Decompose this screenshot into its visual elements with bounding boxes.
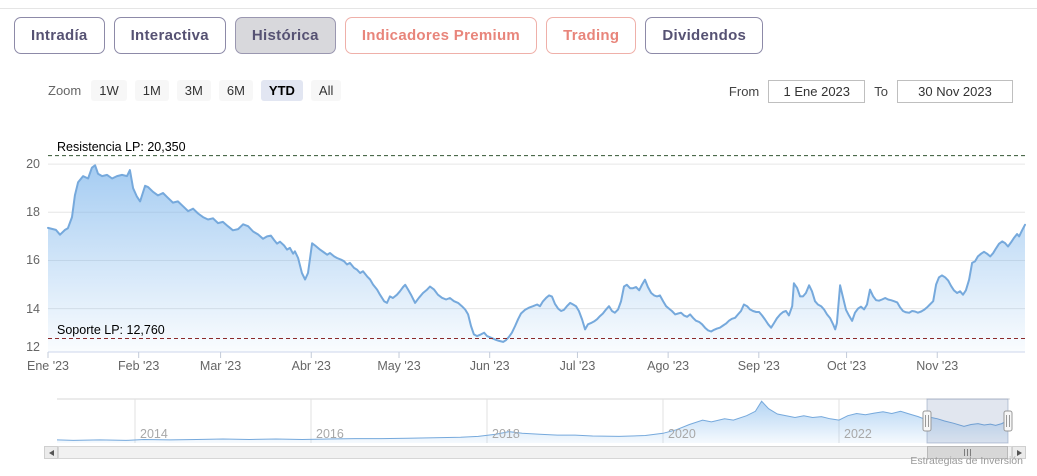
tab-interactiva[interactable]: Interactiva bbox=[113, 17, 226, 54]
from-date-input[interactable] bbox=[768, 80, 866, 103]
navigator-handle-right[interactable] bbox=[1003, 410, 1013, 432]
range-button-6m[interactable]: 6M bbox=[218, 80, 253, 101]
price-line[interactable] bbox=[47, 164, 1026, 343]
from-label: From bbox=[728, 84, 760, 99]
scrollbar-thumb[interactable] bbox=[927, 446, 1008, 459]
tab-historica[interactable]: Histórica bbox=[234, 17, 336, 54]
scrollbar-right-button[interactable] bbox=[1012, 446, 1026, 459]
triangle-left-icon bbox=[48, 449, 54, 456]
tab-intradia[interactable]: Intradía bbox=[14, 17, 105, 54]
range-button-1m[interactable]: 1M bbox=[134, 80, 169, 101]
chart-tabs: Intradía Interactiva Histórica Indicador… bbox=[14, 17, 764, 54]
navigator-selection[interactable] bbox=[926, 398, 1009, 444]
price-area bbox=[48, 165, 1025, 352]
range-button-all[interactable]: All bbox=[310, 80, 342, 101]
grip-lines-icon bbox=[964, 449, 971, 456]
navigator-scrollbar bbox=[0, 446, 1037, 459]
range-button-ytd[interactable]: YTD bbox=[260, 80, 303, 101]
range-button-3m[interactable]: 3M bbox=[176, 80, 211, 101]
credit-text: Estrategias de Inversión bbox=[910, 455, 1023, 467]
to-date-input[interactable] bbox=[897, 80, 1013, 103]
navigator-handle-left[interactable] bbox=[922, 410, 932, 432]
to-label: To bbox=[874, 84, 888, 99]
scrollbar-left-button[interactable] bbox=[44, 446, 58, 459]
zoom-label: Zoom bbox=[48, 83, 82, 98]
tab-trading[interactable]: Trading bbox=[546, 17, 637, 54]
tab-indicadores-premium[interactable]: Indicadores Premium bbox=[344, 17, 538, 54]
triangle-right-icon bbox=[1016, 449, 1022, 456]
chart-controls: Zoom 1W 1M 3M 6M YTD All From To bbox=[48, 80, 1037, 104]
date-range-controls: From To bbox=[729, 80, 1013, 103]
top-divider bbox=[0, 8, 1037, 9]
range-button-1w[interactable]: 1W bbox=[91, 80, 127, 101]
navigator-area bbox=[57, 401, 1008, 443]
scrollbar-track[interactable] bbox=[58, 446, 1012, 459]
tab-dividendos[interactable]: Dividendos bbox=[645, 17, 764, 54]
